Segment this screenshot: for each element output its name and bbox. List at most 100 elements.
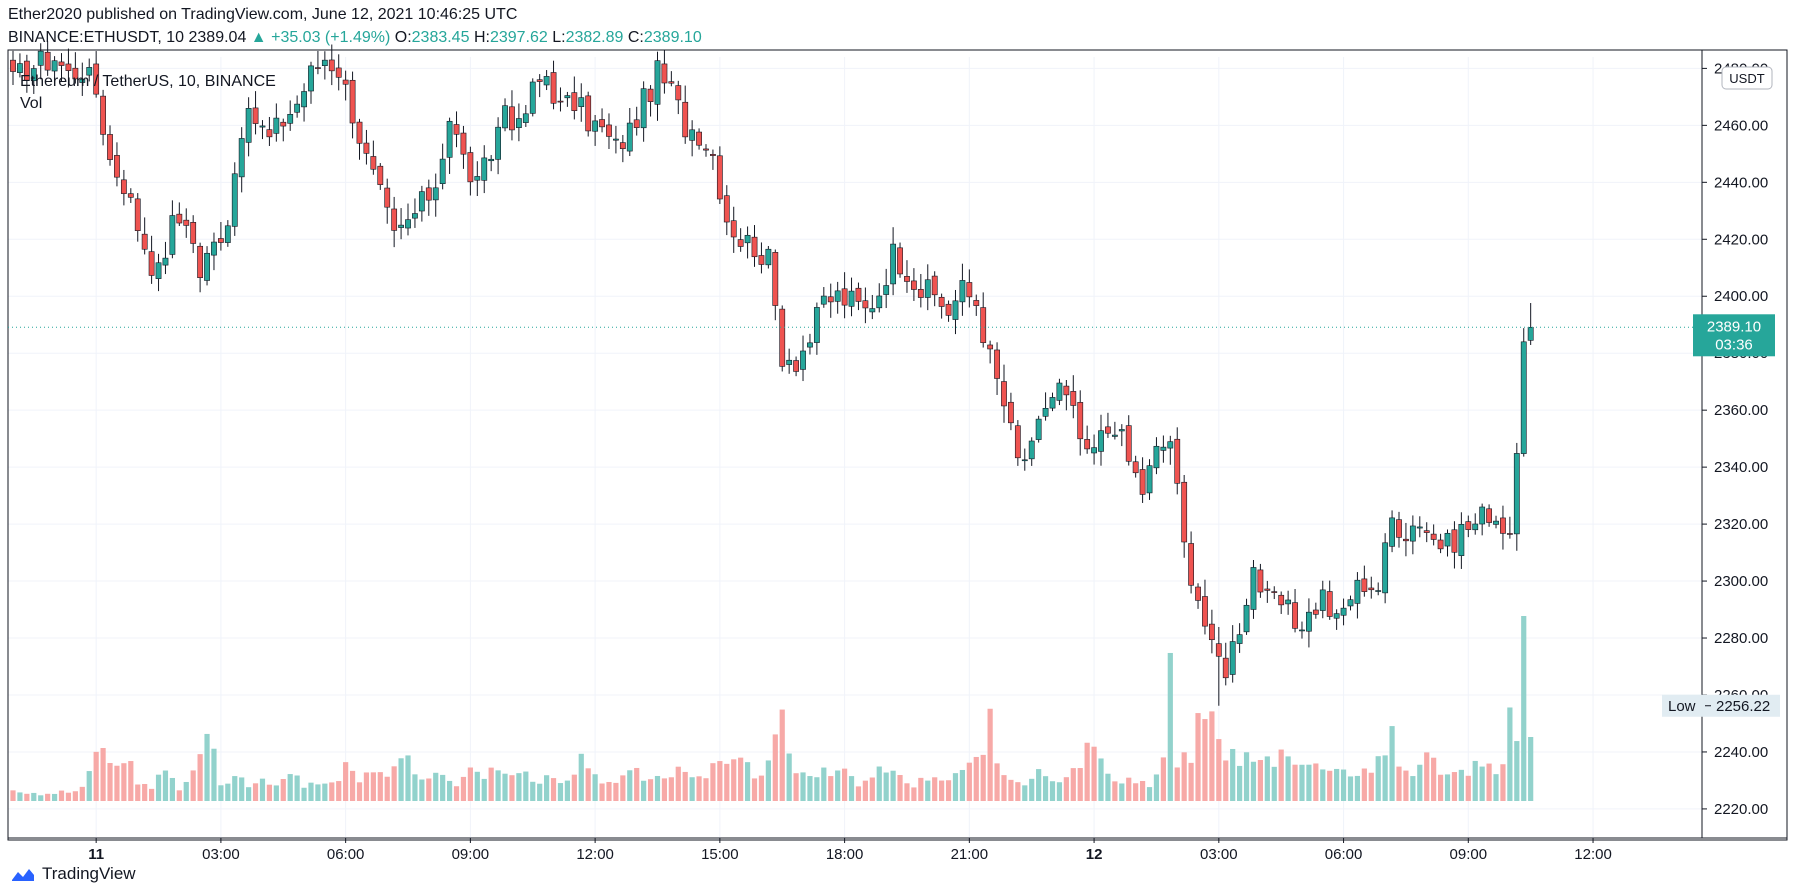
volume-bar xyxy=(162,770,169,801)
volume-bar xyxy=(939,780,945,801)
volume-bar xyxy=(585,768,591,801)
volume-bar xyxy=(1056,782,1063,801)
candle-body xyxy=(321,59,328,66)
candle-body xyxy=(446,120,453,158)
candle-body xyxy=(169,215,176,255)
x-tick-label: 06:00 xyxy=(1325,846,1363,863)
volume-bar xyxy=(1077,768,1083,801)
candle-body xyxy=(1382,542,1389,594)
volume-bar xyxy=(460,776,467,801)
candle-body xyxy=(772,252,779,306)
candle-body xyxy=(114,155,120,178)
volume-bar xyxy=(1493,774,1499,801)
volume-bar xyxy=(370,772,376,801)
volume-bar xyxy=(973,756,979,801)
open-value: 2383.45 xyxy=(411,29,470,46)
candle-body xyxy=(689,129,696,141)
tradingview-logo[interactable]: TradingView xyxy=(10,864,136,884)
volume-bar xyxy=(426,778,432,801)
volume-bar xyxy=(842,768,848,801)
volume-bar xyxy=(1340,769,1347,801)
symbol-label[interactable]: BINANCE:ETHUSDT, 10 xyxy=(8,29,185,46)
volume-bar xyxy=(1209,711,1215,801)
candle-body xyxy=(1063,385,1070,396)
candle-body xyxy=(800,350,806,370)
volume-bar xyxy=(925,780,931,801)
candle-body xyxy=(1146,465,1153,494)
volume-bar xyxy=(606,781,612,801)
candle-body xyxy=(1472,523,1479,531)
volume-bar xyxy=(661,778,668,801)
candle-body xyxy=(710,154,716,156)
candle-body xyxy=(1181,481,1188,543)
volume-bar xyxy=(197,754,203,801)
volume-bar xyxy=(1306,764,1312,801)
volume-bar xyxy=(79,786,85,801)
volume-bar xyxy=(322,783,328,801)
volume-bar xyxy=(232,776,238,801)
volume-bar xyxy=(273,785,279,801)
volume-bar xyxy=(405,755,411,801)
volume-bar xyxy=(1022,785,1028,801)
candle-body xyxy=(1271,591,1278,593)
volume-bar xyxy=(544,775,550,801)
candle-body xyxy=(44,51,51,71)
volume-bar xyxy=(266,784,273,801)
candle-body xyxy=(1451,529,1458,553)
volume-bar xyxy=(135,784,141,801)
volume-bar xyxy=(329,782,335,801)
volume-bar xyxy=(72,791,78,801)
volume-bar xyxy=(821,767,827,801)
volume-bar xyxy=(530,781,536,801)
volume-bar xyxy=(467,767,473,801)
volume-bar xyxy=(502,773,508,801)
candle-body xyxy=(1368,587,1375,591)
volume-bar xyxy=(114,765,120,801)
candle-body xyxy=(945,303,952,316)
candle-body xyxy=(1430,533,1437,540)
x-tick-label: 03:00 xyxy=(1200,846,1238,863)
volume-bar xyxy=(1126,777,1132,801)
volume-bar xyxy=(592,774,598,801)
volume-bar xyxy=(1139,780,1146,801)
candle-body xyxy=(987,344,994,350)
volume-bar xyxy=(599,783,605,801)
candle-body xyxy=(23,60,30,81)
volume-bar xyxy=(1264,756,1270,801)
candle-body xyxy=(1389,517,1395,547)
candle-body xyxy=(633,119,640,128)
volume-bar xyxy=(1327,770,1333,801)
volume-bar xyxy=(959,769,966,801)
candle-body xyxy=(1257,569,1264,593)
candle-body xyxy=(349,79,356,124)
candle-body xyxy=(190,222,197,244)
x-tick-label: 06:00 xyxy=(327,846,365,863)
candle-body xyxy=(1049,397,1056,409)
volume-bar xyxy=(1479,766,1485,801)
volume-bar xyxy=(994,763,1000,801)
volume-bar xyxy=(966,762,972,801)
volume-bar xyxy=(398,758,404,801)
low-value: 2382.89 xyxy=(565,29,624,46)
volume-bar xyxy=(620,775,626,801)
volume-bar xyxy=(128,761,134,801)
volume-bar xyxy=(211,748,217,801)
candle-body xyxy=(1361,578,1368,592)
candle-body xyxy=(807,342,813,348)
y-tick-label: 2280.00 xyxy=(1714,630,1768,647)
candle-body xyxy=(696,131,702,146)
candle-body xyxy=(536,79,543,82)
volume-bar xyxy=(904,783,910,801)
volume-bar xyxy=(682,771,688,801)
currency-badge[interactable] xyxy=(1721,66,1773,90)
candle-body xyxy=(495,126,501,160)
volume-bar xyxy=(301,787,307,801)
candle-body xyxy=(356,121,363,144)
candle-body xyxy=(543,76,550,86)
candle-body xyxy=(668,81,675,84)
volume-bar xyxy=(474,771,480,801)
x-tick-label: 09:00 xyxy=(452,846,490,863)
volume-bar xyxy=(1465,775,1471,801)
volume-bar xyxy=(1507,707,1513,801)
